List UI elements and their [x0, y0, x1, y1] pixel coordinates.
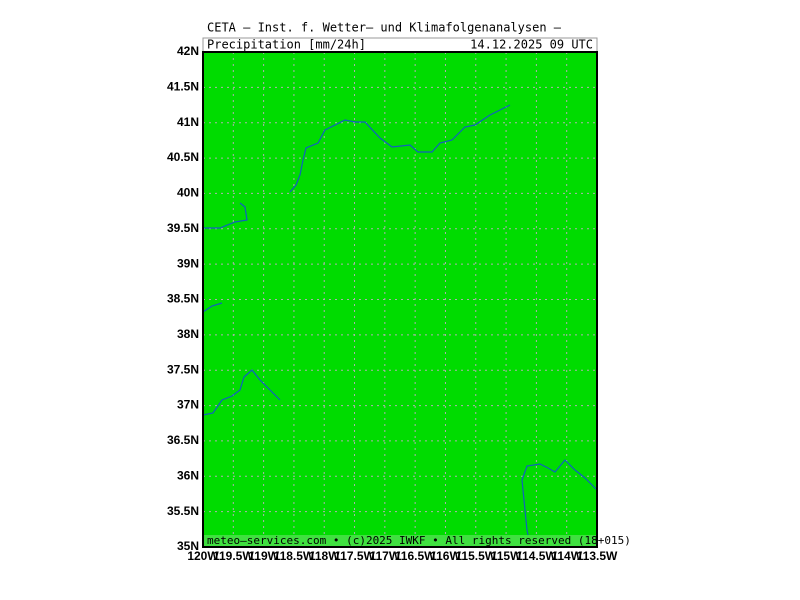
footer-strip — [203, 535, 597, 547]
lon-tick-label: 116W — [430, 549, 461, 563]
lat-tick-label: 35.5N — [167, 504, 199, 518]
precip-field — [203, 52, 597, 547]
lat-tick-label: 42N — [177, 44, 199, 58]
lat-tick-label: 35N — [177, 539, 199, 553]
lon-tick-label: 117W — [370, 549, 401, 563]
lon-tick-label: 117.5W — [334, 549, 375, 563]
lon-tick-label: 116.5W — [395, 549, 436, 563]
coastline — [202, 369, 281, 416]
lon-tick-label: 118.5W — [274, 549, 315, 563]
lon-tick-label: 114W — [551, 549, 582, 563]
lat-tick-label: 36.5N — [167, 433, 199, 447]
lat-tick-label: 40.5N — [167, 150, 199, 164]
valid-time: 14.12.2025 09 UTC — [470, 38, 593, 52]
coastlines — [202, 104, 598, 546]
lat-tick-label: 39.5N — [167, 221, 199, 235]
coastline — [202, 302, 223, 313]
coastline — [521, 459, 598, 546]
lon-tick-label: 120W — [187, 549, 219, 563]
map-frame — [202, 51, 598, 548]
lat-tick-label: 38.5N — [167, 292, 199, 306]
title: CETA — Inst. f. Wetter— und Klimafolgena… — [207, 21, 562, 35]
lon-tick-label: 119.5W — [213, 549, 254, 563]
lon-tick-label: 119W — [248, 549, 279, 563]
lat-tick-label: 36N — [177, 468, 199, 482]
lon-tick-label: 113.5W — [577, 549, 618, 563]
lat-tick-label: 37.5N — [167, 362, 199, 376]
lon-tick-label: 114.5W — [516, 549, 557, 563]
lat-tick-label: 40N — [177, 186, 199, 200]
coastline — [203, 202, 248, 229]
footer: meteo—services.com • (c)2025 IWKF • All … — [207, 534, 631, 547]
lat-tick-label: 38N — [177, 327, 199, 341]
lon-tick-label: 118W — [309, 549, 340, 563]
lon-tick-label: 115.5W — [455, 549, 496, 563]
lat-tick-label: 39N — [177, 256, 199, 270]
coastline — [289, 104, 511, 193]
parameter: Precipitation [mm/24h] — [207, 38, 366, 52]
lon-tick-label: 115W — [491, 549, 522, 563]
lat-tick-label: 41.5N — [167, 80, 199, 94]
tick-labels: 35N 35.5N 36N 36.5N 37N 37.5N 38N 38.5N 39N 39.5N… — [167, 44, 618, 563]
lat-tick-label: 41N — [177, 115, 199, 129]
lat-tick-label: 37N — [177, 398, 199, 412]
